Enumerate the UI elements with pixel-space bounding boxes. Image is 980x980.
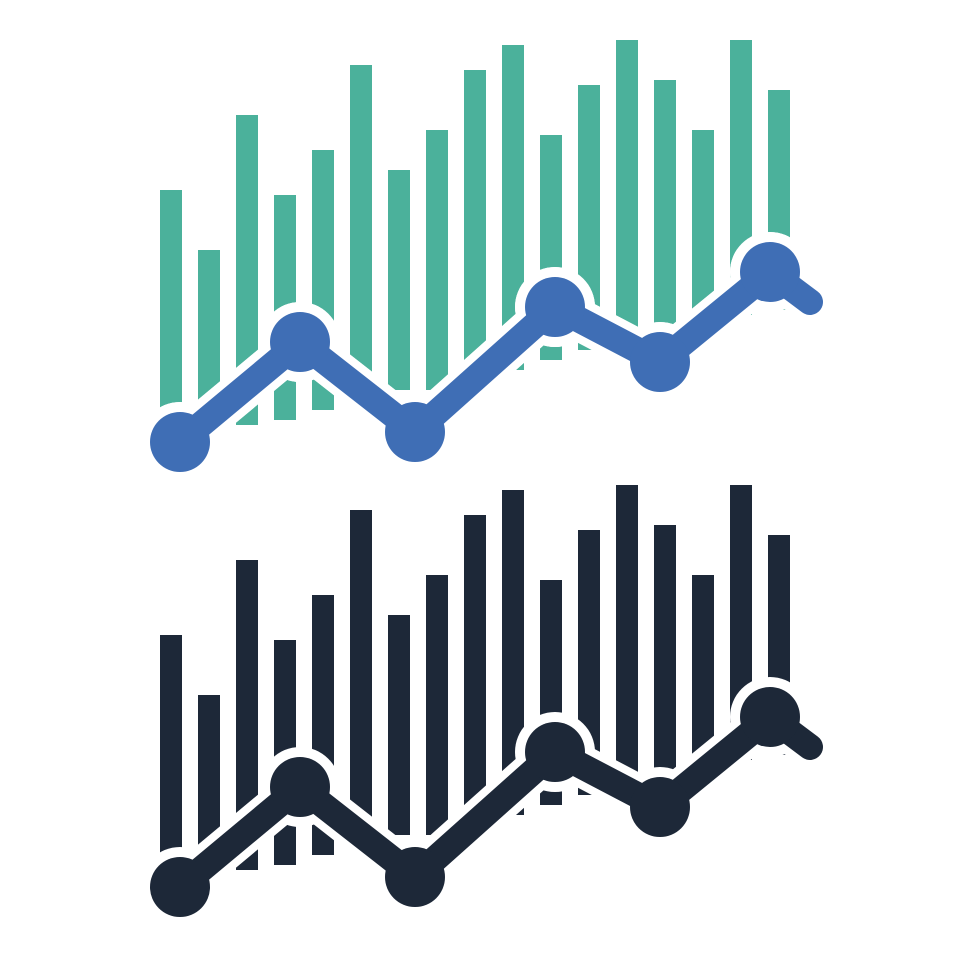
line-marker — [385, 847, 445, 907]
bar — [350, 65, 372, 400]
bar — [350, 510, 372, 845]
bar — [654, 80, 676, 330]
bar — [388, 170, 410, 390]
line-marker — [740, 242, 800, 302]
line-marker — [740, 687, 800, 747]
bar — [426, 130, 448, 390]
line-marker — [630, 777, 690, 837]
bar — [692, 130, 714, 320]
line-marker — [150, 412, 210, 472]
chart-svg — [0, 0, 980, 980]
line-marker — [525, 277, 585, 337]
line-marker — [525, 722, 585, 782]
chart-icon-pair — [0, 0, 980, 980]
line-marker — [630, 332, 690, 392]
line-marker — [270, 757, 330, 817]
line-marker — [150, 857, 210, 917]
bar — [654, 525, 676, 775]
bar — [692, 575, 714, 765]
line-marker — [385, 402, 445, 462]
bar — [464, 70, 486, 370]
bar — [388, 615, 410, 835]
bar — [426, 575, 448, 835]
bar — [464, 515, 486, 815]
line-marker — [270, 312, 330, 372]
bar — [616, 40, 638, 340]
bar — [616, 485, 638, 785]
